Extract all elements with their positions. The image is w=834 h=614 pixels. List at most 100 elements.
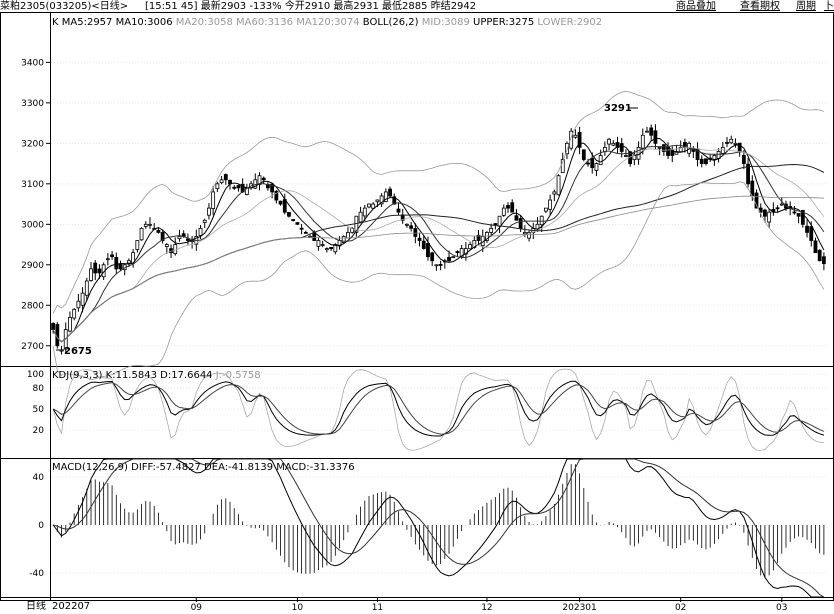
candle-body xyxy=(358,211,363,223)
period-button[interactable]: 周期 xyxy=(796,1,816,12)
latest-label: 最新 xyxy=(200,1,221,12)
candle-body xyxy=(215,183,220,190)
y-tick-label: 3400 xyxy=(21,58,44,68)
candle-body xyxy=(611,142,616,146)
ma20-line xyxy=(52,146,825,343)
candle-body xyxy=(468,244,472,250)
kdj-tick-label: 80 xyxy=(33,384,45,394)
x-tick-label: 11 xyxy=(372,603,383,613)
candle-body xyxy=(270,183,275,193)
candle-body xyxy=(324,248,329,251)
candle-body xyxy=(438,264,443,266)
candle-body xyxy=(295,222,300,225)
candle-body xyxy=(817,249,822,262)
candle-body xyxy=(185,238,190,241)
candle-body xyxy=(586,162,590,165)
candle-body xyxy=(674,151,679,155)
macd-diff: DIFF:-57.4827 xyxy=(131,462,201,473)
candle-body xyxy=(84,280,89,296)
candle-body xyxy=(303,231,308,234)
candle-body xyxy=(493,223,498,225)
candle-body xyxy=(148,223,152,226)
candle-body xyxy=(396,208,401,213)
candle-body xyxy=(375,199,380,203)
candle-body xyxy=(207,207,211,216)
candle-body xyxy=(506,205,510,209)
candle-body xyxy=(379,195,384,205)
symbol-title: 菜粕2305(033205)<日线> xyxy=(0,1,129,12)
candle-body xyxy=(489,227,494,233)
ma5-line xyxy=(52,138,825,343)
candle-body xyxy=(329,247,333,250)
candle-body xyxy=(105,258,110,261)
open-label: 今开 xyxy=(284,1,305,12)
candle-body xyxy=(426,243,430,258)
candle-body xyxy=(383,191,388,202)
boll-lower-label: LOWER:2902 xyxy=(537,17,603,28)
macd-tick-label: -40 xyxy=(29,569,44,579)
candle-body xyxy=(68,317,72,332)
candle-body xyxy=(767,211,772,223)
quote-bar: [15:51 45] 最新2903 -133% 今开2910 最高2931 最低… xyxy=(145,1,476,13)
candle-body xyxy=(455,251,460,254)
x-tick-label: 03 xyxy=(776,603,787,613)
candle-body xyxy=(560,159,565,173)
add-product-button[interactable]: 商品叠加 xyxy=(676,1,716,12)
candle-body xyxy=(497,215,502,227)
candle-body xyxy=(160,232,165,241)
candle-body xyxy=(805,225,809,233)
candle-body xyxy=(510,202,515,213)
candle-body xyxy=(712,155,717,160)
quote-time: [15:51 45] xyxy=(145,1,198,12)
candle-body xyxy=(127,260,131,264)
ma60-label: MA60:3136 xyxy=(236,17,294,28)
ma20-label: MA20:3058 xyxy=(175,17,233,28)
candle-body xyxy=(821,256,826,264)
candle-body xyxy=(544,207,548,212)
candle-body xyxy=(219,179,224,184)
candle-body xyxy=(653,130,658,144)
candle-body xyxy=(645,130,649,133)
macd-value: MACD:-31.3376 xyxy=(276,462,355,473)
candle-body xyxy=(164,244,169,247)
open-value: 2910 xyxy=(304,1,331,12)
candle-body xyxy=(775,207,780,210)
candle-body xyxy=(598,155,603,165)
boll-label: BOLL(26,2) xyxy=(362,17,419,28)
candle-body xyxy=(299,227,304,230)
period-tab-daily[interactable]: 日线 xyxy=(26,601,46,612)
candle-body xyxy=(678,146,683,153)
ma5-label: MA5:2957 xyxy=(61,17,113,28)
candle-body xyxy=(362,207,367,217)
candle-body xyxy=(573,134,578,138)
more-button[interactable]: 卜 xyxy=(824,1,834,12)
y-tick-label: 3200 xyxy=(21,139,44,149)
y-tick-label: 2700 xyxy=(21,342,44,352)
ma120-line xyxy=(52,195,824,343)
candle-body xyxy=(312,232,317,241)
view-rights-button[interactable]: 查看期权 xyxy=(740,1,780,12)
candle-body xyxy=(522,232,527,235)
x-tick-label: 02 xyxy=(675,603,686,613)
x-tick-label: 10 xyxy=(292,603,304,613)
kdj-k: K:11.5843 xyxy=(105,370,157,381)
x-tick-label: 202301 xyxy=(562,603,596,613)
candle-body xyxy=(156,230,161,233)
candle-body xyxy=(291,219,296,221)
candle-body xyxy=(282,199,287,213)
macd-tick-label: 40 xyxy=(33,473,45,483)
candle-body xyxy=(421,240,426,250)
candle-body xyxy=(720,146,725,154)
candle-body xyxy=(177,236,182,240)
outer-frame xyxy=(0,12,834,601)
candle-body xyxy=(737,142,742,152)
candle-body xyxy=(569,130,574,149)
candle-body xyxy=(565,142,569,155)
candle-body xyxy=(763,209,767,217)
candle-body xyxy=(746,163,750,185)
candle-body xyxy=(813,240,818,254)
candle-body xyxy=(80,292,85,306)
kdj-d-line xyxy=(52,382,825,435)
candle-body xyxy=(388,188,392,197)
